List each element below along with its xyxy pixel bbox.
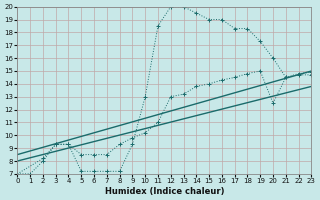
X-axis label: Humidex (Indice chaleur): Humidex (Indice chaleur) xyxy=(105,187,224,196)
